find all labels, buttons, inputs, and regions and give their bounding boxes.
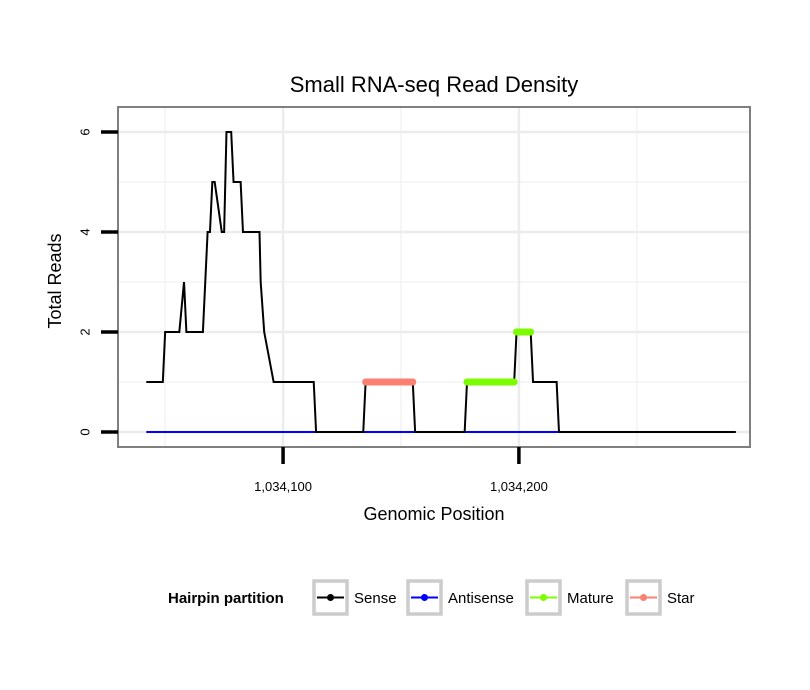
x-tick-label: 1,034,100 <box>254 479 312 494</box>
legend-label-antisense: Antisense <box>448 590 514 607</box>
legend-key-point <box>421 594 428 601</box>
chart-title: Small RNA-seq Read Density <box>290 72 579 97</box>
x-axis-title: Genomic Position <box>363 504 504 524</box>
legend-label-mature: Mature <box>567 590 614 607</box>
series-layer <box>146 131 736 433</box>
y-tick-label: 6 <box>77 128 92 135</box>
legend-title: Hairpin partition <box>168 590 284 607</box>
panel-border <box>117 106 751 448</box>
x-tick-label: 1,034,200 <box>490 479 548 494</box>
legend-key-point <box>640 594 647 601</box>
panel-background <box>118 107 750 447</box>
legend: Hairpin partition Sense Antisense Mature St… <box>168 579 695 616</box>
y-tick-label: 0 <box>77 428 92 435</box>
y-tick-label: 4 <box>77 228 92 235</box>
plot-panel <box>118 107 750 447</box>
legend-label-sense: Sense <box>354 590 397 607</box>
axes: 1,034,100 1,034,200 0 2 4 6 <box>77 106 751 494</box>
legend-label-star: Star <box>667 590 695 607</box>
y-tick-label: 2 <box>77 328 92 335</box>
y-axis-title: Total Reads <box>45 233 65 328</box>
legend-key-point <box>327 594 334 601</box>
legend-key-point <box>540 594 547 601</box>
